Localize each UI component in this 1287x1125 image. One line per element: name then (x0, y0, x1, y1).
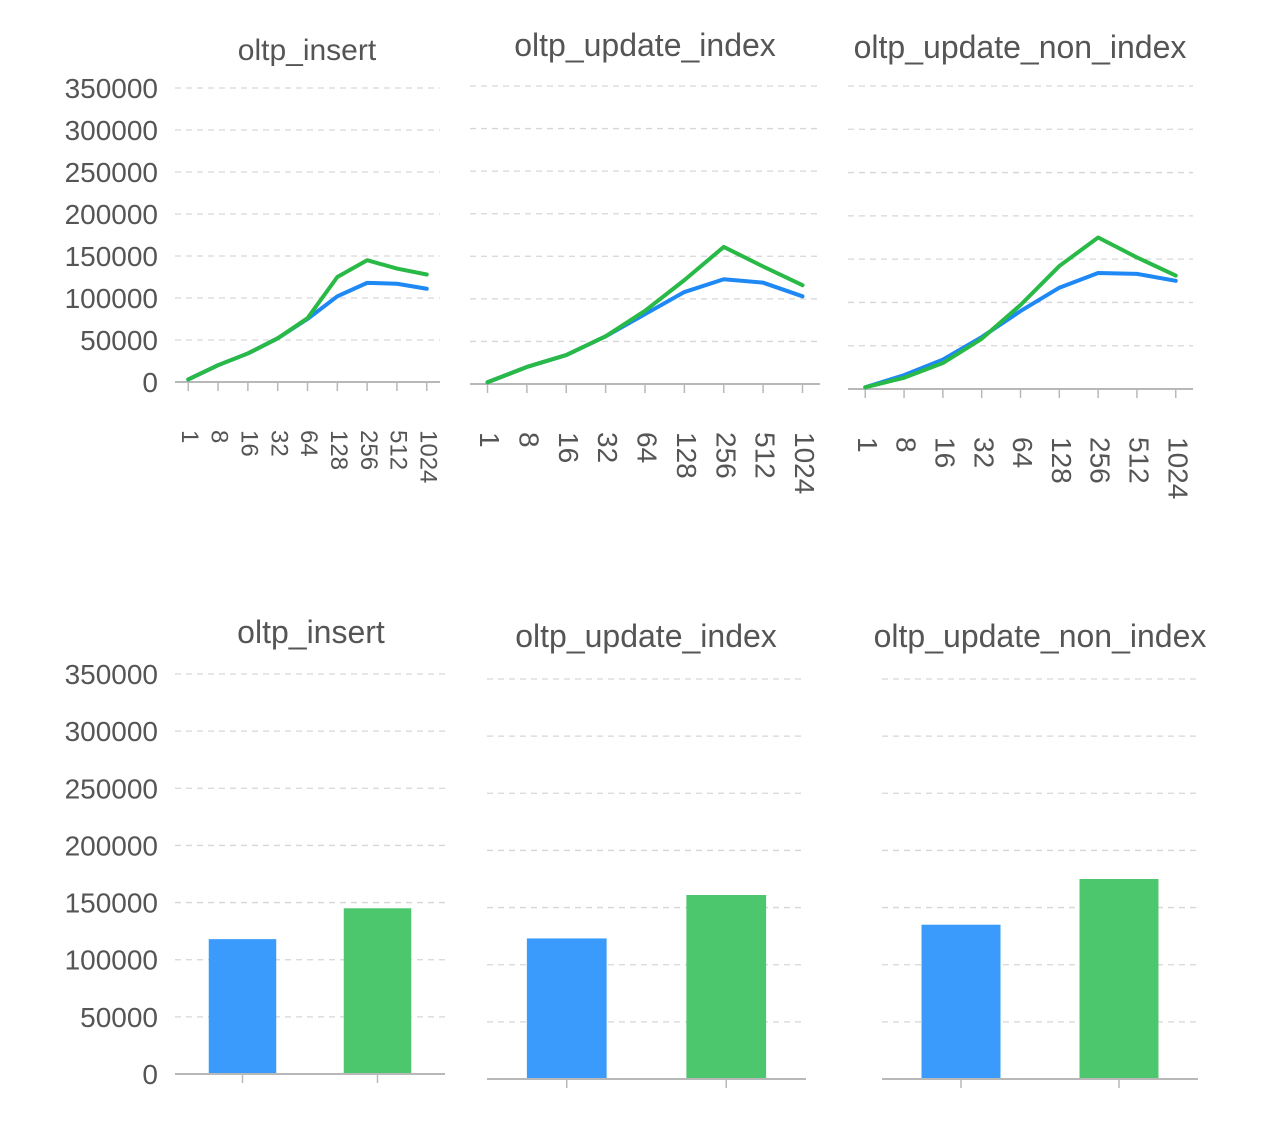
x-tick-label: 512 (385, 430, 412, 470)
x-tick-label: 8 (206, 430, 233, 443)
y-tick-label: 150000 (65, 241, 158, 272)
x-tick-label: 1 (176, 430, 203, 443)
y-tick-label: 50000 (80, 1002, 158, 1033)
x-tick-label: 16 (553, 432, 584, 463)
x-tick-label: 64 (295, 430, 322, 457)
x-tick-label: 16 (236, 430, 263, 457)
x-tick-label: 32 (592, 432, 623, 463)
bar-1 (922, 925, 1001, 1079)
x-tick-label: 8 (891, 437, 922, 453)
y-tick-label: 50000 (80, 325, 158, 356)
bar-2 (344, 908, 412, 1074)
series-line-2 (188, 260, 427, 379)
y-tick-label: 300000 (65, 115, 158, 146)
panel-line-oltp-update-non-index: oltp_update_non_index 1 8 16 32 64 128 256 512 1… (848, 29, 1193, 499)
chart-title: oltp_update_index (515, 618, 777, 654)
y-tick-label: 350000 (65, 659, 158, 690)
y-tick-label: 350000 (65, 73, 158, 104)
x-tick-label: 32 (968, 437, 999, 468)
bar-1 (209, 939, 277, 1074)
x-tick-label: 128 (1046, 437, 1077, 484)
y-tick-label: 250000 (65, 773, 158, 804)
x-tick-label: 16 (929, 437, 960, 468)
y-tick-label: 0 (142, 1059, 158, 1090)
x-tick-label: 128 (325, 430, 352, 470)
x-tick-label: 1024 (789, 432, 820, 494)
y-tick-label: 300000 (65, 716, 158, 747)
panel-line-oltp-update-index: oltp_update_index 1 8 16 32 64 128 256 512 1024 (470, 27, 820, 494)
x-tick-label: 256 (355, 430, 382, 470)
panel-bar-oltp-update-non-index: oltp_update_non_index (874, 618, 1207, 1088)
x-tick-label: 128 (671, 432, 702, 479)
x-tick-label: 64 (632, 432, 663, 463)
y-tick-label: 100000 (65, 945, 158, 976)
x-tick-label: 1024 (1162, 437, 1193, 499)
y-tick-label: 250000 (65, 157, 158, 188)
series-line-1 (865, 273, 1176, 387)
x-tick-label: 512 (1124, 437, 1155, 484)
chart-title: oltp_update_non_index (874, 618, 1207, 654)
bar-2 (1080, 879, 1159, 1079)
x-tick-label: 512 (750, 432, 781, 479)
x-tick-label: 1024 (414, 430, 441, 483)
chart-title: oltp_insert (238, 34, 377, 67)
x-tick-label: 1 (852, 437, 883, 453)
chart-title: oltp_update_non_index (854, 29, 1187, 65)
y-tick-label: 150000 (65, 888, 158, 919)
chart-title: oltp_update_index (514, 27, 776, 63)
y-tick-label: 0 (142, 367, 158, 398)
x-tick-label: 8 (513, 432, 544, 448)
x-tick-label: 256 (710, 432, 741, 479)
y-tick-label: 200000 (65, 199, 158, 230)
x-tick-label: 32 (265, 430, 292, 457)
panel-bar-oltp-update-index: oltp_update_index (487, 618, 806, 1088)
x-tick-label: 64 (1007, 437, 1038, 468)
series-line-1 (488, 279, 803, 382)
chart-title: oltp_insert (237, 614, 385, 650)
x-tick-label: 256 (1085, 437, 1116, 484)
y-tick-label: 200000 (65, 830, 158, 861)
panel-bar-oltp-insert: oltp_insert 0 50000 100000 150000 200000 2500… (65, 614, 445, 1090)
panel-line-oltp-insert: oltp_insert 0 50000 100000 150000 200000 2500… (65, 34, 442, 483)
bar-1 (527, 938, 607, 1079)
y-tick-label: 100000 (65, 283, 158, 314)
x-tick-label: 1 (474, 432, 505, 448)
bar-2 (686, 895, 766, 1079)
